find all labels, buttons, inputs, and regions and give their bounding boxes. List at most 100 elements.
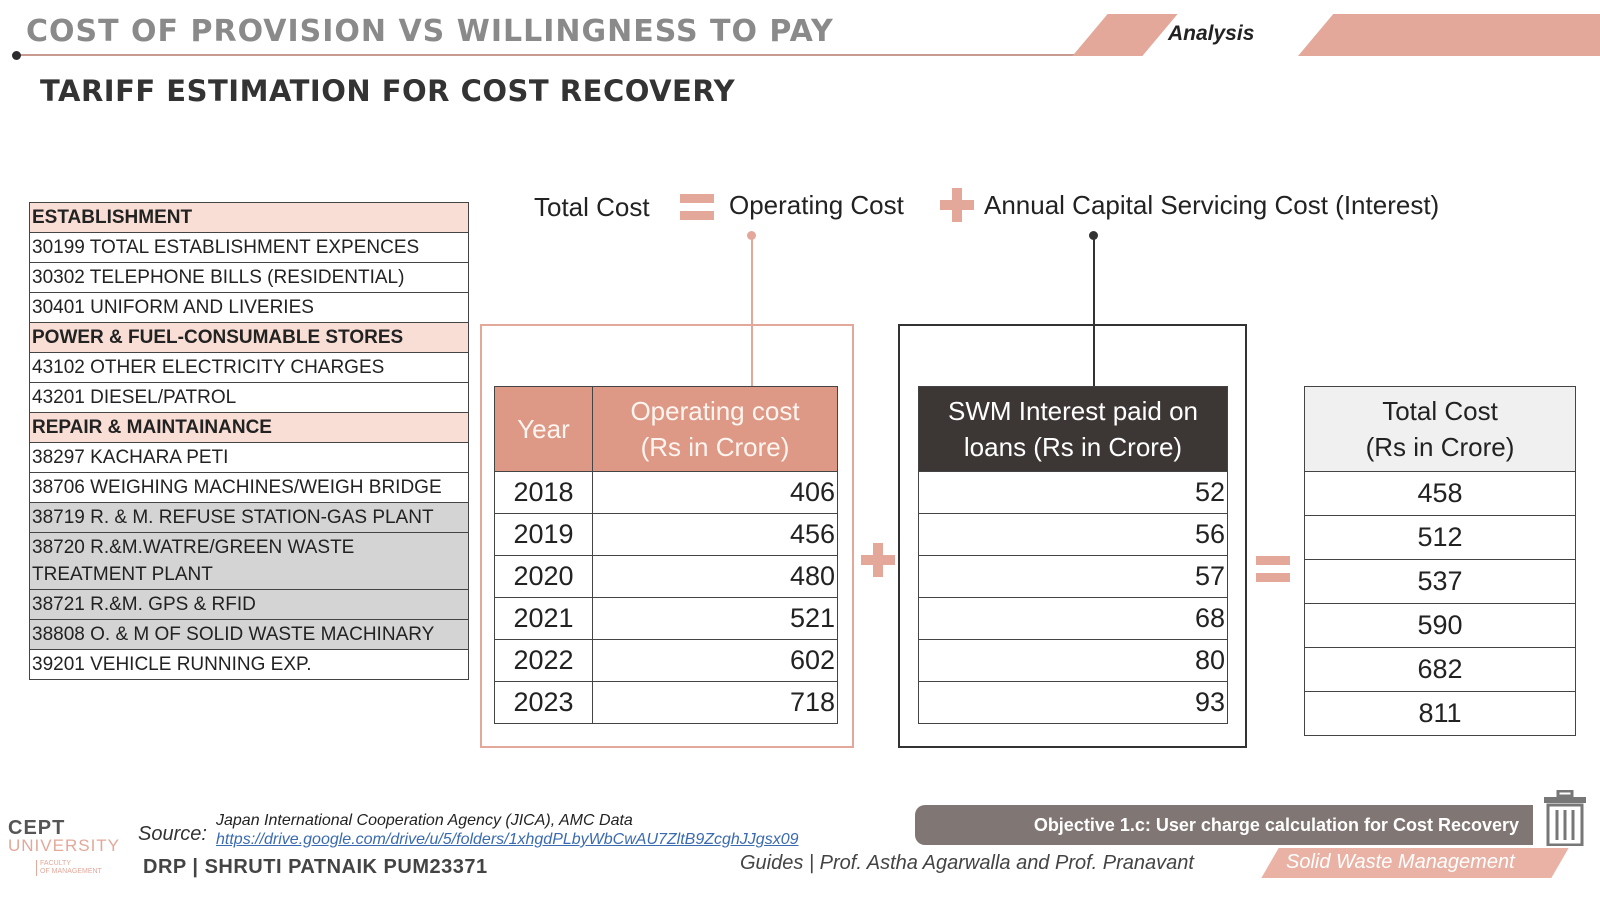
interest-cell: 57	[918, 555, 1228, 598]
page-subtitle: TARIFF ESTIMATION FOR COST RECOVERY	[40, 74, 736, 108]
formula-total-cost: Total Cost	[534, 192, 650, 222]
table-row: 2022 602	[494, 639, 838, 682]
expense-item: 43102 OTHER ELECTRICITY CHARGES	[30, 353, 468, 383]
expense-head-list: ESTABLISHMENT 30199 TOTAL ESTABLISHMENT …	[29, 202, 469, 680]
operating-cost-cell: 602	[592, 639, 838, 682]
formula-operating-cost: Operating Cost	[729, 190, 904, 220]
year-cell: 2018	[494, 471, 593, 514]
interest-table: SWM Interest paid on loans (Rs in Crore)…	[918, 386, 1228, 724]
total-cost-cell: 590	[1304, 603, 1576, 648]
expense-item-highlighted: 38721 R.&M. GPS & RFID	[30, 590, 468, 620]
interest-cell: 56	[918, 513, 1228, 556]
equals-icon	[680, 194, 714, 220]
topic-label: Solid Waste Management	[1286, 851, 1515, 873]
total-cost-cell: 537	[1304, 559, 1576, 604]
header-accent-right	[1298, 14, 1600, 56]
column-header-line: Total Cost	[1382, 396, 1498, 426]
expense-item: 39201 VEHICLE RUNNING EXP.	[32, 654, 312, 675]
source-label: Source:	[138, 823, 207, 845]
table-row: 537	[1304, 559, 1576, 604]
year-cell: 2020	[494, 555, 593, 598]
header-underline	[18, 54, 1098, 56]
faculty-line: OF MANAGEMENT	[40, 868, 102, 875]
column-header-interest: SWM Interest paid on loans (Rs in Crore)	[918, 386, 1228, 472]
column-header-year: Year	[494, 386, 593, 472]
interest-cell: 68	[918, 597, 1228, 640]
equals-icon	[1256, 556, 1290, 582]
table-row: 512	[1304, 515, 1576, 560]
column-header-total-cost: Total Cost (Rs in Crore)	[1304, 386, 1576, 472]
table-row: 458	[1304, 471, 1576, 516]
column-header-line: Operating cost	[630, 396, 800, 426]
year-cell: 2021	[494, 597, 593, 640]
operating-cost-cell: 480	[592, 555, 838, 598]
connector-line-operating	[751, 236, 753, 386]
year-cell: 2023	[494, 681, 593, 724]
source-text: Japan International Cooperation Agency (…	[216, 812, 633, 829]
expense-item: 30302 TELEPHONE BILLS (RESIDENTIAL)	[30, 263, 468, 293]
operating-cost-table: Year Operating cost (Rs in Crore) 2018 40…	[494, 386, 838, 724]
total-cost-cell: 682	[1304, 647, 1576, 692]
table-row: 68	[918, 597, 1228, 640]
university-logo-faculty: FACULTY OF MANAGEMENT	[36, 860, 102, 876]
interest-frame	[898, 324, 1247, 748]
column-header-line: (Rs in Crore)	[1365, 432, 1515, 462]
table-row: 56	[918, 513, 1228, 556]
expense-item: 30199 TOTAL ESTABLISHMENT EXPENCES	[30, 233, 468, 263]
expense-item: 43201 DIESEL/PATROL	[30, 383, 468, 413]
guides-credit: Guides | Prof. Astha Agarwalla and Prof.…	[740, 852, 1194, 874]
objective-text: Objective 1.c: User charge calculation f…	[1033, 815, 1519, 835]
objective-banner: Objective 1.c: User charge calculation f…	[915, 805, 1533, 845]
interest-cell: 80	[918, 639, 1228, 682]
table-row: 2020 480	[494, 555, 838, 598]
table-row: 57	[918, 555, 1228, 598]
table-row: 811	[1304, 691, 1576, 736]
university-logo-main: CEPT	[8, 817, 66, 839]
total-cost-cell: 512	[1304, 515, 1576, 560]
expense-category: POWER & FUEL-CONSUMABLE STORES	[30, 323, 468, 353]
operating-cost-cell: 406	[592, 471, 838, 514]
expense-item-highlighted: 38808 O. & M OF SOLID WASTE MACHINARY	[30, 620, 468, 650]
interest-cell: 93	[918, 681, 1228, 724]
faculty-line: FACULTY	[40, 860, 71, 867]
table-row: 2023 718	[494, 681, 838, 724]
operating-cost-cell: 456	[592, 513, 838, 556]
plus-icon	[861, 543, 895, 577]
interest-cell: 52	[918, 471, 1228, 514]
total-cost-table: Total Cost (Rs in Crore) 458 512 537 590…	[1304, 386, 1576, 736]
table-row: 2018 406	[494, 471, 838, 514]
column-header-line: (Rs in Crore)	[640, 432, 790, 462]
year-cell: 2022	[494, 639, 593, 682]
operating-cost-cell: 521	[592, 597, 838, 640]
operating-cost-frame	[480, 324, 854, 748]
expense-category: REPAIR & MAINTAINANCE	[30, 413, 468, 443]
header-accent-left	[1072, 14, 1178, 56]
table-row: 80	[918, 639, 1228, 682]
expense-item-highlighted: 38719 R. & M. REFUSE STATION-GAS PLANT	[30, 503, 468, 533]
author-credit: DRP | SHRUTI PATNAIK PUM23371	[143, 856, 488, 878]
column-header-operating-cost: Operating cost (Rs in Crore)	[592, 386, 838, 472]
section-label: Analysis	[1168, 22, 1255, 45]
connector-dot-operating	[747, 231, 756, 240]
expense-item: 38297 KACHARA PETI	[30, 443, 468, 473]
connector-line-interest	[1093, 236, 1095, 386]
connector-dot-interest	[1089, 231, 1098, 240]
source-link[interactable]: https://drive.google.com/drive/u/5/folde…	[216, 831, 799, 848]
formula-capital-cost: Annual Capital Servicing Cost (Interest)	[984, 190, 1440, 220]
table-row: 682	[1304, 647, 1576, 692]
table-row: 2021 521	[494, 597, 838, 640]
table-row: 2019 456	[494, 513, 838, 556]
column-header-line: loans (Rs in Crore)	[963, 432, 1183, 462]
expense-category: ESTABLISHMENT	[30, 203, 468, 233]
year-cell: 2019	[494, 513, 593, 556]
total-cost-cell: 811	[1304, 691, 1576, 736]
operating-cost-cell: 718	[592, 681, 838, 724]
trash-bin-icon	[1542, 789, 1588, 847]
header-dot	[12, 51, 21, 60]
total-cost-cell: 458	[1304, 471, 1576, 516]
table-row: 52	[918, 471, 1228, 514]
plus-icon	[940, 188, 974, 222]
expense-item-highlighted: 38720 R.&M.WATRE/GREEN WASTE TREATMENT P…	[30, 533, 468, 590]
expense-item: 38706 WEIGHING MACHINES/WEIGH BRIDGE	[30, 473, 468, 503]
expense-item: 30401 UNIFORM AND LIVERIES	[30, 293, 468, 323]
